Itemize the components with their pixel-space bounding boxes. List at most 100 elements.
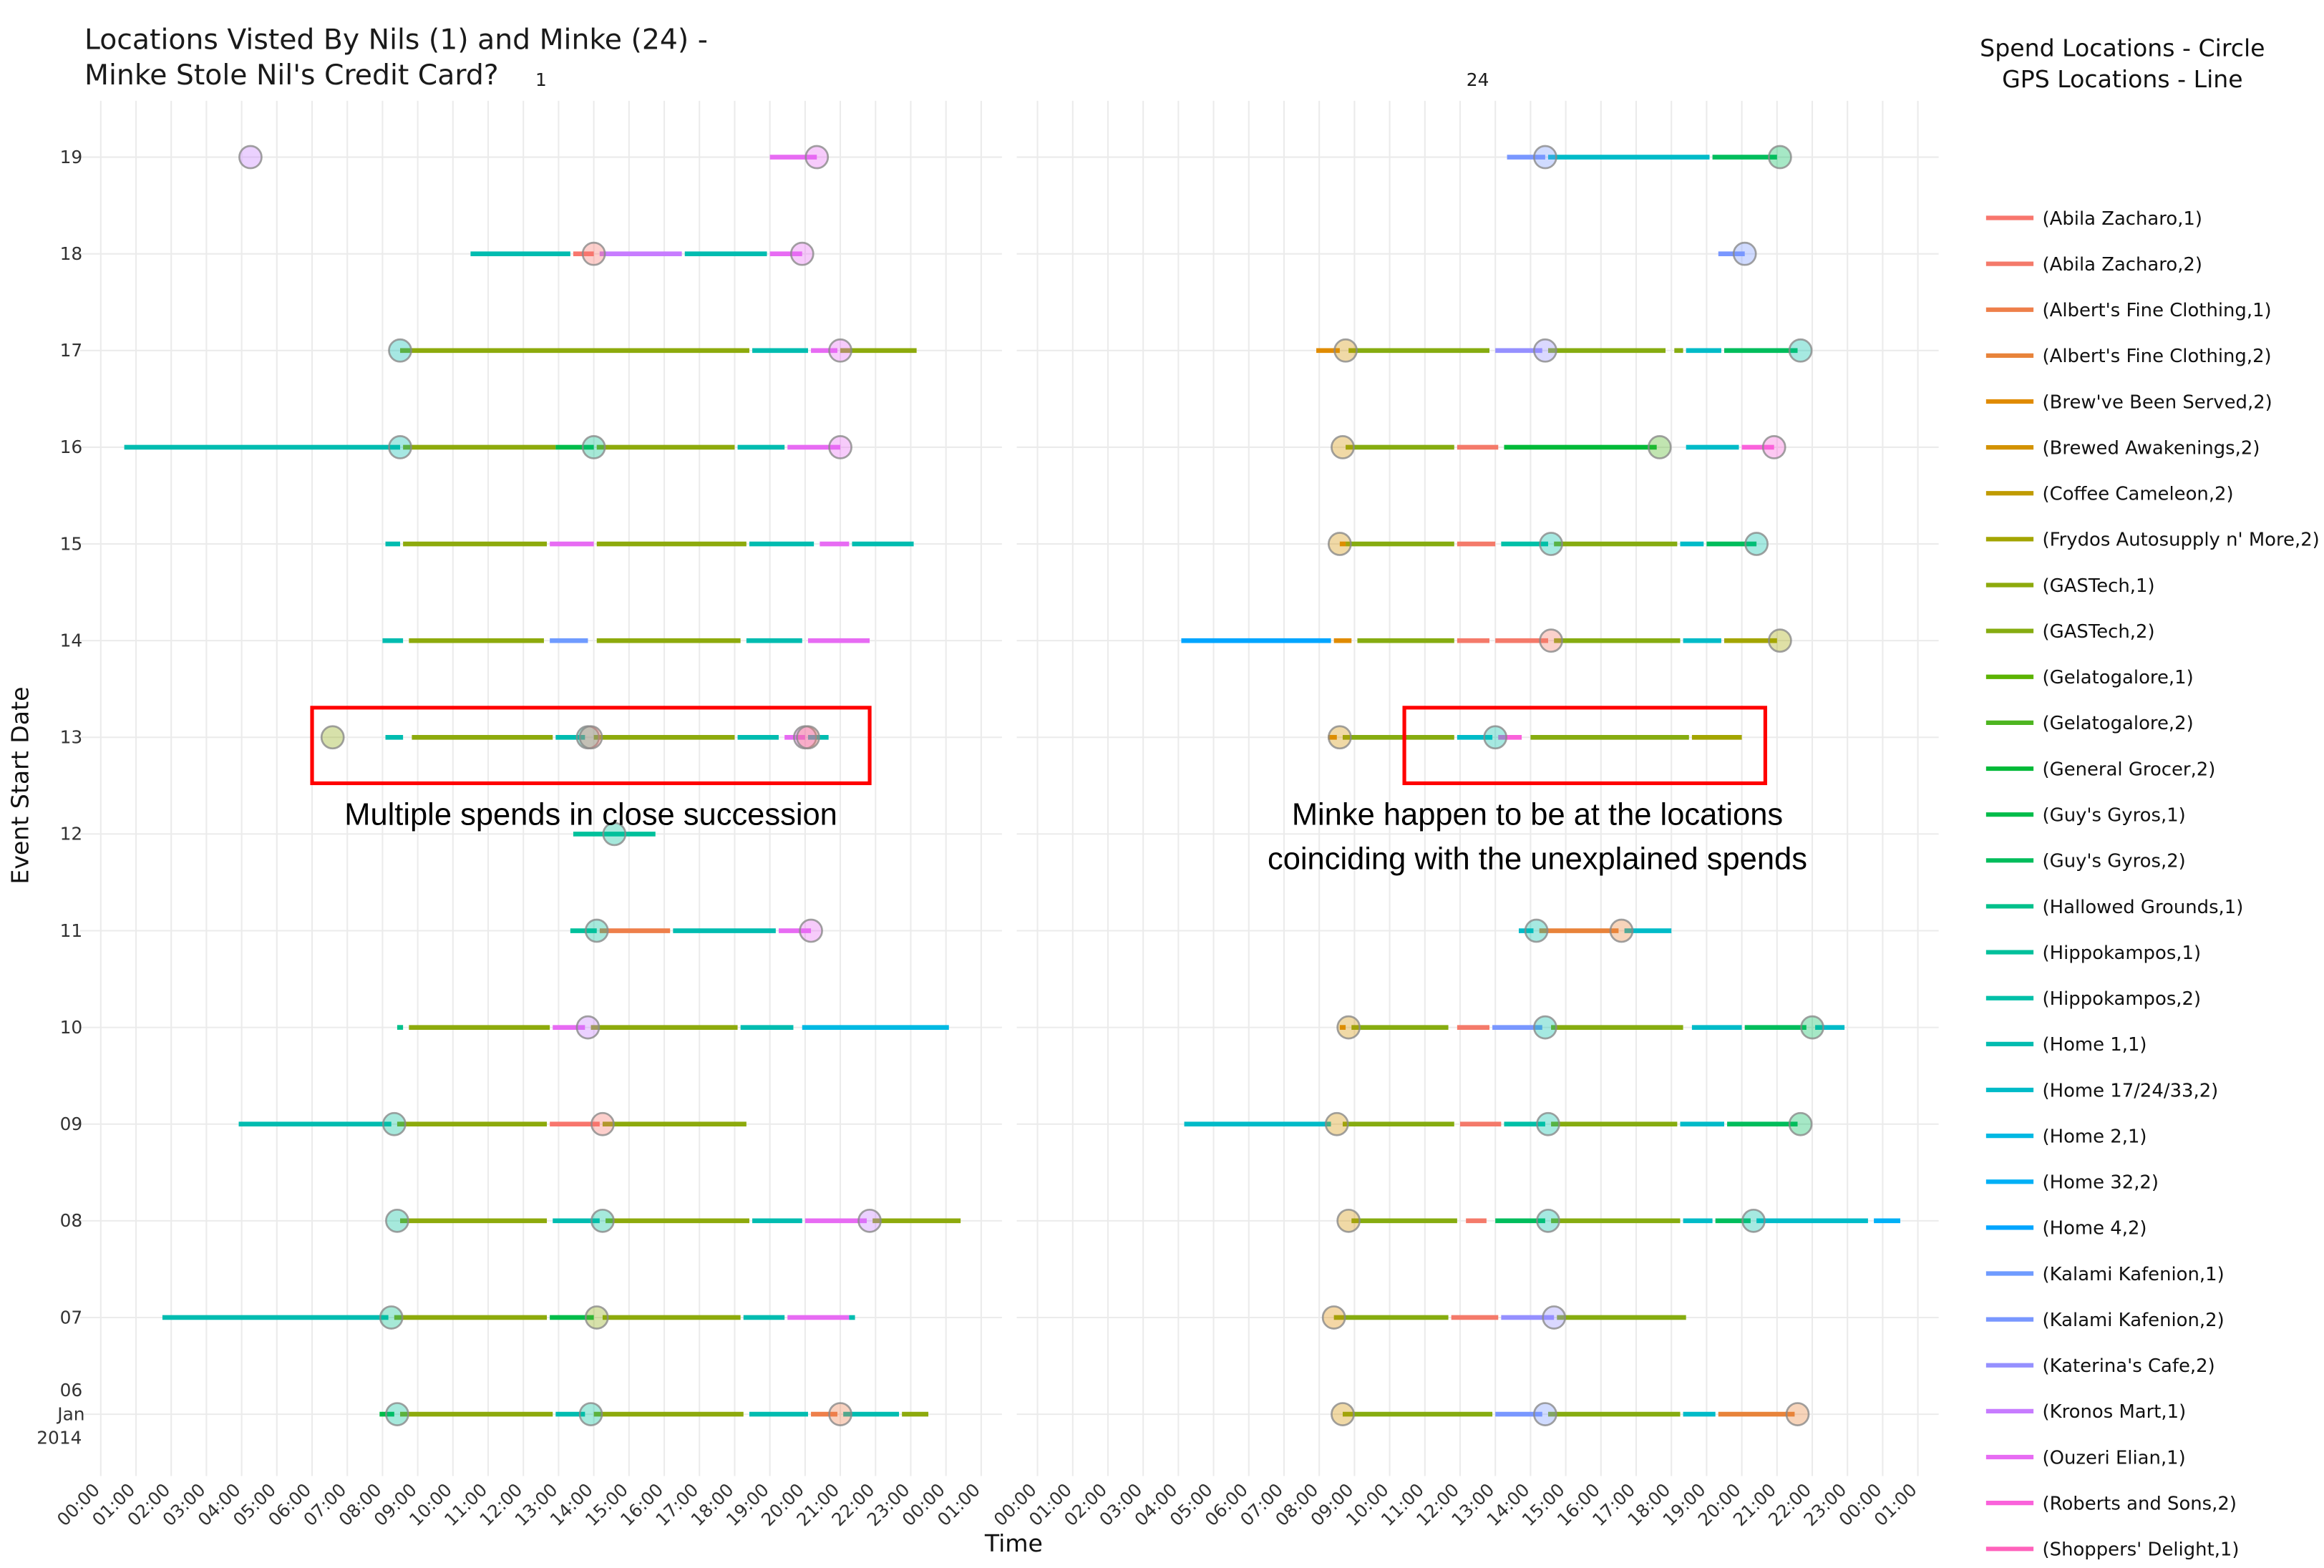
spend-location-circle <box>1336 1015 1361 1040</box>
spend-location-circle <box>578 725 603 750</box>
legend: Spend Locations - Circle GPS Locations -… <box>1980 34 2320 1561</box>
legend-title-line-1: Spend Locations - Circle <box>1980 34 2265 62</box>
spend-location-circle <box>1539 628 1563 653</box>
legend-item: (Frydos Autosupply n' More,2) <box>1985 530 2320 551</box>
spend-location-circle <box>1542 1305 1567 1330</box>
legend-item: (Albert's Fine Clothing,1) <box>1985 300 2272 321</box>
legend-label: (Brew've Been Served,2) <box>2043 391 2272 413</box>
legend-label: (Katerina's Cafe,2) <box>2043 1355 2215 1377</box>
legend-label: (Guy's Gyros,1) <box>2043 804 2186 826</box>
spend-location-circle <box>388 435 412 459</box>
legend-label: (Frydos Autosupply n' More,2) <box>2043 530 2320 551</box>
legend-item: (Shoppers' Delight,1) <box>1985 1539 2240 1561</box>
y-tick-label: 14 <box>60 630 83 651</box>
chart-title: Locations Visted By Nils (1) and Minke (… <box>84 23 708 92</box>
spend-location-circle <box>1536 1111 1560 1136</box>
legend-label: (Home 4,2) <box>2043 1218 2147 1240</box>
legend-items: (Abila Zacharo,1) (Abila Zacharo,2) (Alber… <box>1985 208 2320 1561</box>
legend-item: (Gelatogalore,2) <box>1985 713 2194 734</box>
spend-location-circle <box>857 1208 882 1233</box>
legend-item: (Home 2,1) <box>1985 1126 2147 1147</box>
legend-item: (Home 1,1) <box>1985 1034 2147 1056</box>
spend-location-circle <box>581 435 606 459</box>
spend-location-circle <box>1536 1208 1560 1233</box>
legend-item: (GASTech,1) <box>1985 575 2155 597</box>
legend-item: (Home 32,2) <box>1985 1172 2159 1194</box>
legend-label: (Home 32,2) <box>2043 1172 2159 1194</box>
legend-item: (Coffee Cameleon,2) <box>1985 484 2234 505</box>
legend-label: (Hippokampos,1) <box>2043 943 2202 964</box>
y-tick-label: 07 <box>60 1307 83 1328</box>
legend-label: (Albert's Fine Clothing,2) <box>2043 346 2272 367</box>
spend-location-circle <box>789 241 815 266</box>
legend-item: (Kalami Kafenion,1) <box>1985 1264 2225 1285</box>
legend-label: (Ouzeri Elian,1) <box>2043 1447 2186 1469</box>
legend-label: (Home 2,1) <box>2043 1126 2147 1147</box>
legend-item: (Hallowed Grounds,1) <box>1985 897 2244 918</box>
legend-label: (Brewed Awakenings,2) <box>2043 437 2260 459</box>
spend-location-circle <box>385 1208 409 1233</box>
y-tick-label-date: 2014 <box>37 1428 82 1448</box>
title-line-1: Locations Visted By Nils (1) and Minke (… <box>84 23 708 56</box>
legend-item: (Brewed Awakenings,2) <box>1985 437 2260 459</box>
spend-location-circle <box>1333 338 1358 363</box>
spend-location-circle <box>584 918 609 943</box>
facet-panels: 00:0001:0002:0003:0004:0005:0006:0007:00… <box>37 69 1939 1530</box>
legend-label: (Kalami Kafenion,2) <box>2043 1310 2225 1331</box>
spend-location-circle <box>1336 1208 1361 1233</box>
spend-location-circle <box>1331 435 1355 459</box>
spend-location-circle <box>804 145 830 170</box>
spend-location-circle <box>1533 1402 1557 1426</box>
y-tick-label: 10 <box>60 1017 83 1038</box>
spend-location-circle <box>1524 918 1549 943</box>
legend-label: (Hallowed Grounds,1) <box>2043 897 2244 918</box>
spend-location-circle <box>1533 338 1557 363</box>
spend-location-circle <box>828 435 852 459</box>
spend-location-circle <box>602 822 627 847</box>
legend-label: (Gelatogalore,2) <box>2043 713 2194 734</box>
spend-location-circle <box>1788 338 1813 363</box>
legend-label: (Abila Zacharo,1) <box>2043 208 2202 230</box>
spend-location-circle <box>1800 1015 1824 1040</box>
spend-location-circle <box>381 1111 407 1136</box>
spend-location-circle <box>385 1402 409 1426</box>
spend-location-circle <box>1327 725 1352 750</box>
panel-24: 00:0001:0002:0003:0004:0005:0006:0007:00… <box>990 69 1939 1530</box>
annotations: Multiple spends in close succession Minke… <box>310 706 1807 877</box>
legend-label: (Albert's Fine Clothing,1) <box>2043 300 2272 321</box>
spend-location-circle <box>1741 1208 1766 1233</box>
legend-item: (Hippokampos,2) <box>1985 988 2202 1010</box>
legend-item: (Home 17/24/33,2) <box>1985 1080 2218 1101</box>
legend-item: (Ouzeri Elian,1) <box>1985 1447 2186 1469</box>
legend-item: (Abila Zacharo,1) <box>1985 208 2202 230</box>
legend-item: (Brew've Been Served,2) <box>1985 391 2272 413</box>
y-tick-label: 08 <box>60 1210 83 1231</box>
spend-location-circle <box>590 1208 615 1233</box>
y-tick-label: 13 <box>60 727 83 748</box>
legend-item: (Hippokampos,1) <box>1985 943 2202 964</box>
y-tick-label: 11 <box>60 920 83 941</box>
spend-location-circle <box>1331 1402 1355 1426</box>
facet-strip-label: 24 <box>1467 69 1489 90</box>
legend-label: (Home 1,1) <box>2043 1034 2147 1056</box>
spend-location-circle <box>1788 1111 1813 1136</box>
spend-location-circle <box>1768 145 1792 170</box>
facet-strip-label: 1 <box>535 69 547 90</box>
y-tick-label: 18 <box>60 243 83 264</box>
legend-label: (Kalami Kafenion,1) <box>2043 1264 2225 1285</box>
y-tick-label: 16 <box>60 437 83 457</box>
spend-location-circle <box>1324 1111 1349 1136</box>
legend-label: (Coffee Cameleon,2) <box>2043 484 2234 505</box>
spend-location-circle <box>238 145 263 170</box>
annotation-text: Minke happen to be at the locations <box>1292 797 1783 832</box>
legend-item: (Kronos Mart,1) <box>1985 1401 2186 1423</box>
legend-label: (GASTech,2) <box>2043 621 2155 643</box>
legend-label: (General Grocer,2) <box>2043 759 2216 780</box>
legend-label: (Hippokampos,2) <box>2043 988 2202 1010</box>
y-axis-title: Event Start Date <box>6 687 34 885</box>
spend-location-circle <box>828 338 852 363</box>
legend-title-line-2: GPS Locations - Line <box>2002 65 2243 93</box>
spend-location-circle <box>578 1402 603 1426</box>
